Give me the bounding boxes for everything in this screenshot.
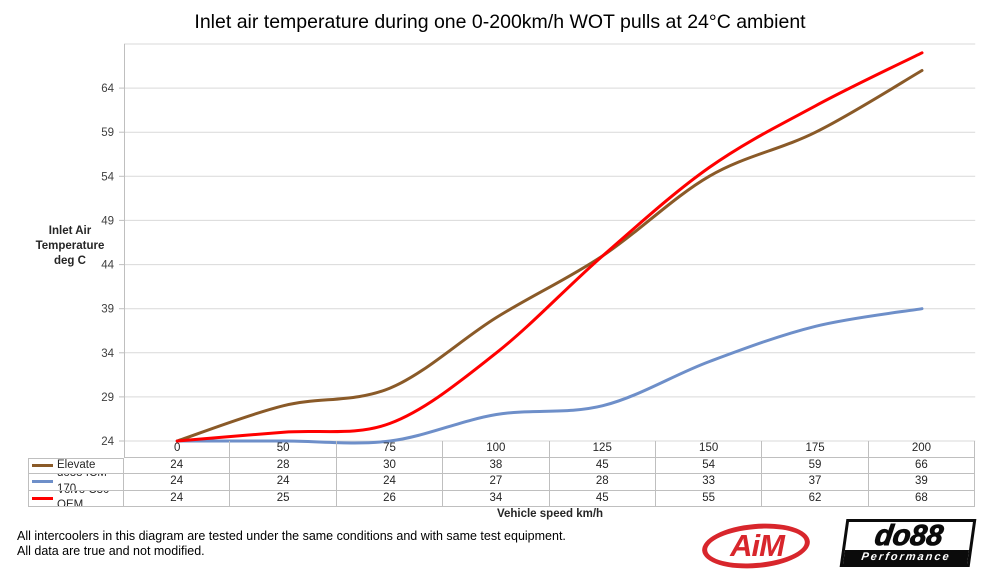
legend-key-line: [32, 464, 53, 468]
chart-title: Inlet air temperature during one 0-200km…: [194, 11, 806, 33]
table-value-cell: 24: [124, 474, 231, 491]
table-value-cell: 54: [655, 457, 763, 474]
series-line-volvo-c30-oem: [175, 51, 924, 443]
table-value-cell: 66: [868, 457, 976, 474]
x-category-label: 100: [443, 441, 550, 458]
do88-logo: do88 Performance: [839, 519, 977, 567]
aim-logo-text: AiM: [730, 528, 785, 563]
table-value-cell: 45: [549, 457, 656, 474]
x-category-label: 200: [868, 441, 976, 458]
table-value-cell: 25: [230, 490, 337, 507]
y-tick-label: 34: [101, 348, 114, 360]
table-value-cell: 33: [655, 474, 763, 491]
legend-key-line: [32, 496, 53, 500]
x-category-label: 50: [230, 441, 337, 458]
x-category-label: 175: [762, 441, 869, 458]
legend-item: do88 ICM-170: [28, 474, 124, 491]
footnote: All intercoolers in this diagram are tes…: [17, 529, 566, 559]
table-value-cell: 38: [443, 457, 550, 474]
y-tick-label: 44: [101, 260, 114, 272]
y-tick-label: 24: [101, 436, 114, 448]
y-tick-label: 54: [101, 171, 114, 183]
table-value-cell: 39: [868, 474, 976, 491]
legend-label: Volvo C30 OEM: [57, 491, 109, 507]
y-axis-title: Inlet Air Temperature deg C: [28, 224, 112, 269]
y-tick-label: 64: [101, 83, 114, 95]
y-tick-label: 59: [101, 127, 114, 139]
y-axis-title-line: Inlet Air: [48, 225, 92, 237]
table-value-cell: 55: [655, 490, 763, 507]
table-value-cell: 37: [762, 474, 869, 491]
x-category-label: 75: [336, 441, 444, 458]
table-corner-blank: [28, 441, 124, 458]
table-value-cell: 28: [549, 474, 656, 491]
table-value-cell: 27: [443, 474, 550, 491]
series-line-do88-icm-170: [175, 307, 924, 445]
y-axis-title-line: deg C: [54, 255, 86, 267]
table-value-cell: 26: [336, 490, 444, 507]
y-tick-label: 29: [101, 392, 114, 404]
footnote-line-1: All intercoolers in this diagram are tes…: [17, 529, 566, 543]
table-value-cell: 68: [868, 490, 976, 507]
table-value-cell: 30: [336, 457, 444, 474]
table-value-cell: 24: [336, 474, 444, 491]
table-value-cell: 59: [762, 457, 869, 474]
y-tick-label: 49: [101, 215, 114, 227]
y-tick-label: 39: [101, 304, 114, 316]
legend-label: do88 ICM-170: [57, 474, 111, 491]
x-category-label: 150: [655, 441, 763, 458]
do88-logo-text: do88: [872, 520, 946, 553]
x-category-label: 0: [124, 441, 231, 458]
table-value-cell: 24: [124, 490, 231, 507]
legend-item: Volvo C30 OEM: [28, 490, 124, 507]
legend-key-line: [32, 480, 53, 484]
aim-logo: AiM: [698, 519, 816, 576]
x-category-label: 125: [549, 441, 656, 458]
table-value-cell: 62: [762, 490, 869, 507]
y-axis-title-line: Temperature: [35, 240, 105, 252]
series-line-elevate: [175, 69, 924, 443]
legend-item: Elevate: [28, 457, 124, 474]
table-value-cell: 28: [230, 457, 337, 474]
table-value-cell: 45: [549, 490, 656, 507]
x-axis-title: Vehicle speed km/h: [496, 508, 604, 520]
data-table: 0 50 75 100 125 150 175 200 Elevate 24 28 30 38 45 54 5…: [28, 441, 976, 507]
table-value-cell: 34: [443, 490, 550, 507]
do88-logo-subtext: Performance: [843, 550, 970, 564]
legend-label: Elevate: [57, 459, 96, 471]
footnote-line-2: All data are true and not modified.: [17, 544, 205, 558]
table-value-cell: 24: [230, 474, 337, 491]
table-value-cell: 24: [124, 457, 231, 474]
